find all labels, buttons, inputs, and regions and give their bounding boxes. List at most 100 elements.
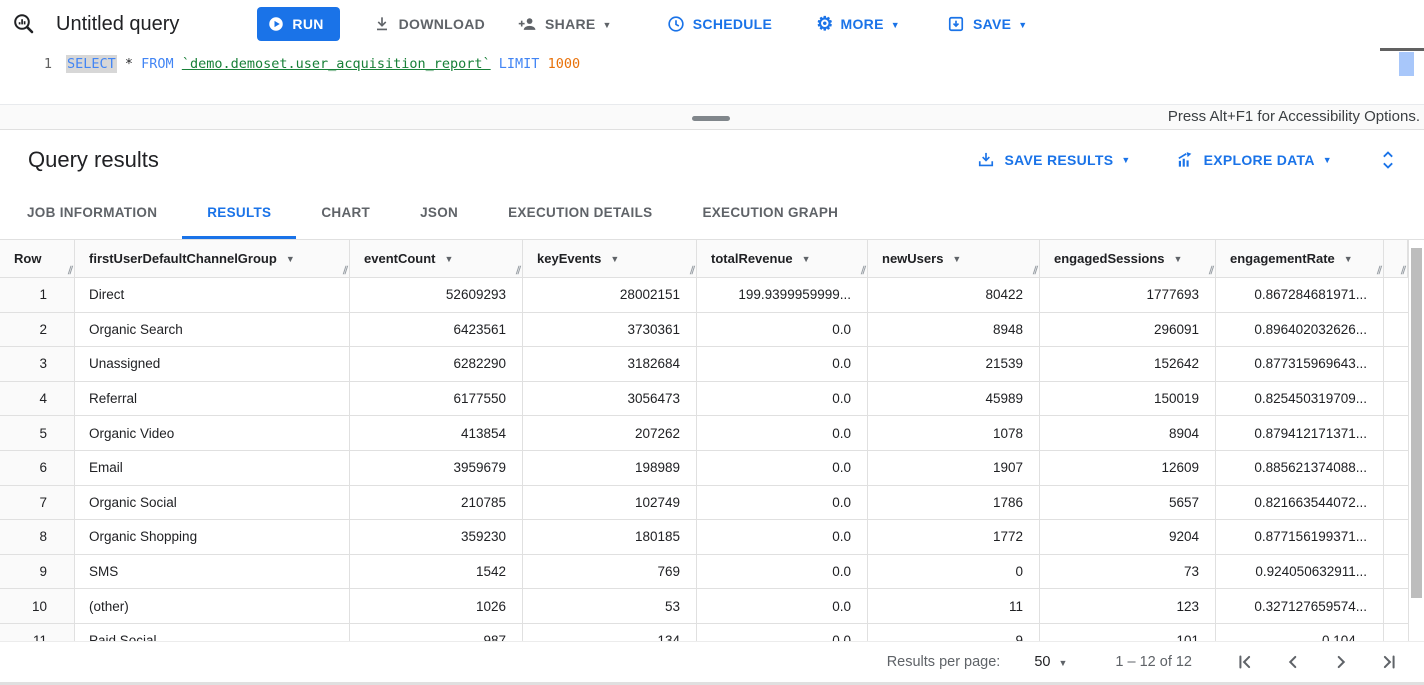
download-button[interactable]: DOWNLOAD xyxy=(372,14,485,34)
column-header-eventcount[interactable]: eventCount ▼ ⫽ xyxy=(350,240,523,278)
editor-scrollbar-thumb[interactable] xyxy=(1399,52,1414,76)
table-cell: Direct xyxy=(75,278,350,313)
column-resize-grip-icon[interactable]: ⫽ xyxy=(343,265,348,277)
chevron-down-icon: ▼ xyxy=(1121,155,1131,165)
accessibility-hint: Press Alt+F1 for Accessibility Options. xyxy=(1167,108,1420,125)
column-header-engagedsessions[interactable]: engagedSessions ▼ ⫽ xyxy=(1040,240,1216,278)
tab-chart[interactable]: CHART xyxy=(296,189,395,239)
column-menu-icon[interactable]: ▼ xyxy=(1173,253,1183,264)
column-header-firstuserdefaultchannelgroup[interactable]: firstUserDefaultChannelGroup ▼ ⫽ xyxy=(75,240,350,278)
column-resize-grip-icon[interactable]: ⫽ xyxy=(861,265,866,277)
column-menu-icon[interactable]: ▼ xyxy=(444,253,454,264)
column-resize-grip-icon[interactable]: ⫽ xyxy=(68,265,73,277)
bottom-divider-bar xyxy=(0,682,1424,685)
play-circle-icon xyxy=(267,15,285,33)
column-resize-grip-icon[interactable]: ⫽ xyxy=(516,265,521,277)
save-results-button[interactable]: SAVE RESULTS ▼ xyxy=(976,150,1130,170)
table-cell: 359230 xyxy=(350,520,523,555)
column-menu-icon[interactable]: ▼ xyxy=(801,253,811,264)
table-row: 7 Organic Social 210785 102749 0.0 1786 5657 0.… xyxy=(0,485,1424,521)
table-cell: 73 xyxy=(1040,554,1216,590)
column-resize-grip-icon[interactable]: ⫽ xyxy=(690,265,695,277)
table-cell: 199.9399959999... xyxy=(697,278,868,313)
table-cell: 3182684 xyxy=(523,347,697,382)
table-cell: 1786 xyxy=(868,485,1040,521)
table-cell: 413854 xyxy=(350,416,523,451)
table-cell: 11 xyxy=(868,589,1040,624)
more-button[interactable]: ⚙ MORE ▼ xyxy=(816,13,900,35)
query-icon xyxy=(12,12,36,36)
page-size-select[interactable]: 50 ▼ xyxy=(1034,654,1068,670)
column-header-label: totalRevenue xyxy=(711,251,793,266)
table-cell: 123 xyxy=(1040,589,1216,624)
share-button[interactable]: SHARE ▼ xyxy=(517,14,612,34)
sql-keyword-select: SELECT xyxy=(66,55,117,73)
results-table: Row ⫽ firstUserDefaultChannelGroup ▼ ⫽ eventC… xyxy=(0,240,1424,641)
table-cell: 0.924050632911... xyxy=(1216,554,1384,590)
first-page-button[interactable] xyxy=(1232,649,1258,675)
table-cell: 198989 xyxy=(523,450,697,486)
column-resize-grip-icon[interactable]: ⫽ xyxy=(1377,265,1382,277)
table-scrollbar-thumb[interactable] xyxy=(1411,248,1422,598)
table-cell-filler xyxy=(1384,486,1412,521)
table-cell: 0.327127659574... xyxy=(1216,589,1384,624)
table-cell: Organic Search xyxy=(75,312,350,348)
table-cell: 0.877156199371... xyxy=(1216,520,1384,555)
table-cell: 210785 xyxy=(350,485,523,521)
table-vertical-scrollbar[interactable] xyxy=(1408,240,1424,641)
explore-data-button[interactable]: EXPLORE DATA ▼ xyxy=(1175,150,1332,170)
last-page-button[interactable] xyxy=(1376,649,1402,675)
column-resize-grip-icon[interactable]: ⫽ xyxy=(1033,265,1038,277)
table-row: 6 Email 3959679 198989 0.0 1907 12609 0.8856213… xyxy=(0,450,1424,486)
table-cell-filler xyxy=(1384,451,1412,486)
column-resize-grip-icon[interactable]: ⫽ xyxy=(1401,265,1406,277)
expand-collapse-results-button[interactable] xyxy=(1378,149,1398,171)
table-cell: 28002151 xyxy=(523,278,697,313)
next-page-button[interactable] xyxy=(1328,649,1354,675)
table-cell: 10 xyxy=(0,589,75,624)
column-menu-icon[interactable]: ▼ xyxy=(1343,253,1353,264)
table-cell-filler xyxy=(1384,520,1412,555)
table-cell: 0.0 xyxy=(697,623,868,641)
tab-execution-details[interactable]: EXECUTION DETAILS xyxy=(483,189,677,239)
column-header-newusers[interactable]: newUsers ▼ ⫽ xyxy=(868,240,1040,278)
tab-execution-graph[interactable]: EXECUTION GRAPH xyxy=(677,189,863,239)
tab-json[interactable]: JSON xyxy=(395,189,483,239)
table-cell: 12609 xyxy=(1040,450,1216,486)
table-cell: 0.0 xyxy=(697,347,868,382)
table-cell: 207262 xyxy=(523,416,697,451)
table-row: 2 Organic Search 6423561 3730361 0.0 8948 2960… xyxy=(0,312,1424,348)
tab-results[interactable]: RESULTS xyxy=(182,189,297,239)
table-cell: 2 xyxy=(0,312,75,348)
column-menu-icon[interactable]: ▼ xyxy=(610,253,620,264)
table-reference-link[interactable]: `demo.demoset.user_acquisition_report` xyxy=(181,56,491,72)
table-cell: 0.0 xyxy=(697,450,868,486)
sql-editor[interactable]: 1 SELECT * FROM `demo.demoset.user_acqui… xyxy=(0,48,1424,104)
column-header-engagementrate[interactable]: engagementRate ▼ ⫽ xyxy=(1216,240,1384,278)
splitter-drag-handle[interactable] xyxy=(692,116,730,121)
sql-code-line[interactable]: SELECT * FROM `demo.demoset.user_acquisi… xyxy=(66,55,580,73)
column-header-keyevents[interactable]: keyEvents ▼ ⫽ xyxy=(523,240,697,278)
table-header-row: Row ⫽ firstUserDefaultChannelGroup ▼ ⫽ eventC… xyxy=(0,240,1424,278)
chevron-down-icon: ▼ xyxy=(1322,155,1332,165)
previous-page-button[interactable] xyxy=(1280,649,1306,675)
table-cell: 52609293 xyxy=(350,278,523,313)
column-header-row[interactable]: Row ⫽ xyxy=(0,240,75,278)
column-menu-icon[interactable]: ▼ xyxy=(285,253,295,264)
table-cell: 4 xyxy=(0,381,75,417)
table-cell: 5657 xyxy=(1040,485,1216,521)
minimap-marker xyxy=(1380,48,1424,51)
run-button[interactable]: RUN xyxy=(257,7,340,41)
tab-job-information[interactable]: JOB INFORMATION xyxy=(2,189,182,239)
table-cell-filler xyxy=(1384,589,1412,624)
table-cell: Organic Shopping xyxy=(75,520,350,555)
gear-icon: ⚙ xyxy=(816,13,834,35)
column-resize-grip-icon[interactable]: ⫽ xyxy=(1209,265,1214,277)
save-button[interactable]: SAVE ▼ xyxy=(946,14,1028,34)
table-cell: 152642 xyxy=(1040,347,1216,382)
table-cell: 8 xyxy=(0,520,75,555)
line-number: 1 xyxy=(43,56,52,72)
schedule-button[interactable]: SCHEDULE xyxy=(666,14,772,34)
column-header-totalrevenue[interactable]: totalRevenue ▼ ⫽ xyxy=(697,240,868,278)
column-menu-icon[interactable]: ▼ xyxy=(952,253,962,264)
